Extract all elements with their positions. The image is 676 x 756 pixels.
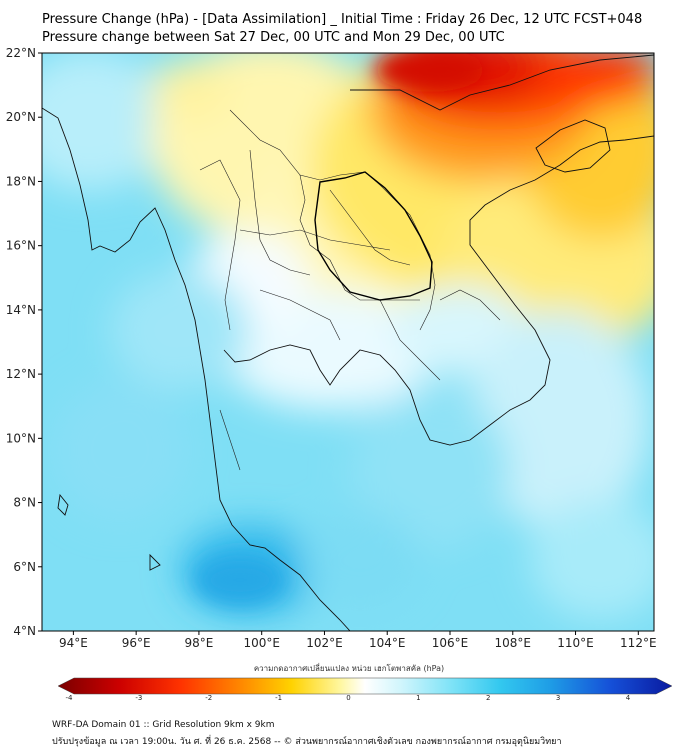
colorbar <box>57 677 673 695</box>
lat-tick-label: 4°N <box>13 624 36 638</box>
lat-tick-label: 12°N <box>6 367 36 381</box>
lat-tick-label: 6°N <box>13 560 36 574</box>
province-highlight <box>314 171 433 301</box>
lat-tick-label: 10°N <box>6 431 36 445</box>
colorbar-tick-label: 3 <box>556 694 560 702</box>
map-frame <box>41 52 655 632</box>
lon-tick-label: 104°E <box>369 636 406 650</box>
colorbar-tick-label: -4 <box>66 694 74 702</box>
colorbar-tick-label: 0 <box>346 694 350 702</box>
lon-tick-label: 98°E <box>184 636 213 650</box>
longitude-axis: 94°E 96°E 98°E 100°E 102°E 104°E 106°E 108°E 110… <box>59 631 657 650</box>
footer-update-info: ปรับปรุงข้อมูล ณ เวลา 19:00น. วัน ศ. ที่… <box>52 737 562 747</box>
coastlines <box>42 54 654 631</box>
lon-tick-label: 94°E <box>59 636 88 650</box>
lon-tick-label: 100°E <box>243 636 280 650</box>
lat-tick-label: 22°N <box>6 46 36 60</box>
lat-tick-label: 8°N <box>13 496 36 510</box>
lon-tick-label: 102°E <box>306 636 343 650</box>
lon-tick-label: 110°E <box>557 636 594 650</box>
lon-tick-label: 106°E <box>432 636 469 650</box>
colorbar-tick-label: 2 <box>486 694 490 702</box>
footer-model-info: WRF-DA Domain 01 :: Grid Resolution 9km … <box>52 720 275 730</box>
lat-tick-label: 16°N <box>6 239 36 253</box>
colorbar-tick-label: -2 <box>205 694 212 702</box>
pressure-field <box>42 53 654 631</box>
latitude-axis: 4°N 6°N 8°N 10°N 12°N 14°N 16°N 18°N 20°N 22°N <box>6 46 42 638</box>
colorbar-ticks: -4 -3 -2 -1 0 1 2 3 4 <box>66 694 631 702</box>
colorbar-tick-label: 1 <box>416 694 420 702</box>
map-title: Pressure Change (hPa) - [Data Assimilati… <box>42 12 643 27</box>
colorbar-tick-label: 4 <box>626 694 631 702</box>
map-subtitle: Pressure change between Sat 27 Dec, 00 U… <box>42 30 505 45</box>
lon-tick-label: 108°E <box>495 636 532 650</box>
lon-tick-label: 112°E <box>620 636 657 650</box>
colorbar-tick-label: -1 <box>275 694 282 702</box>
borders <box>199 109 501 471</box>
lat-tick-label: 14°N <box>6 303 36 317</box>
colorbar-title: ความกดอากาศเปลี่ยนแปลง หน่วย เฮกโตพาสคัล… <box>254 662 444 673</box>
lat-tick-label: 20°N <box>6 110 36 124</box>
lat-tick-label: 18°N <box>6 174 36 188</box>
lon-tick-label: 96°E <box>122 636 151 650</box>
colorbar-tick-label: -3 <box>135 694 142 702</box>
